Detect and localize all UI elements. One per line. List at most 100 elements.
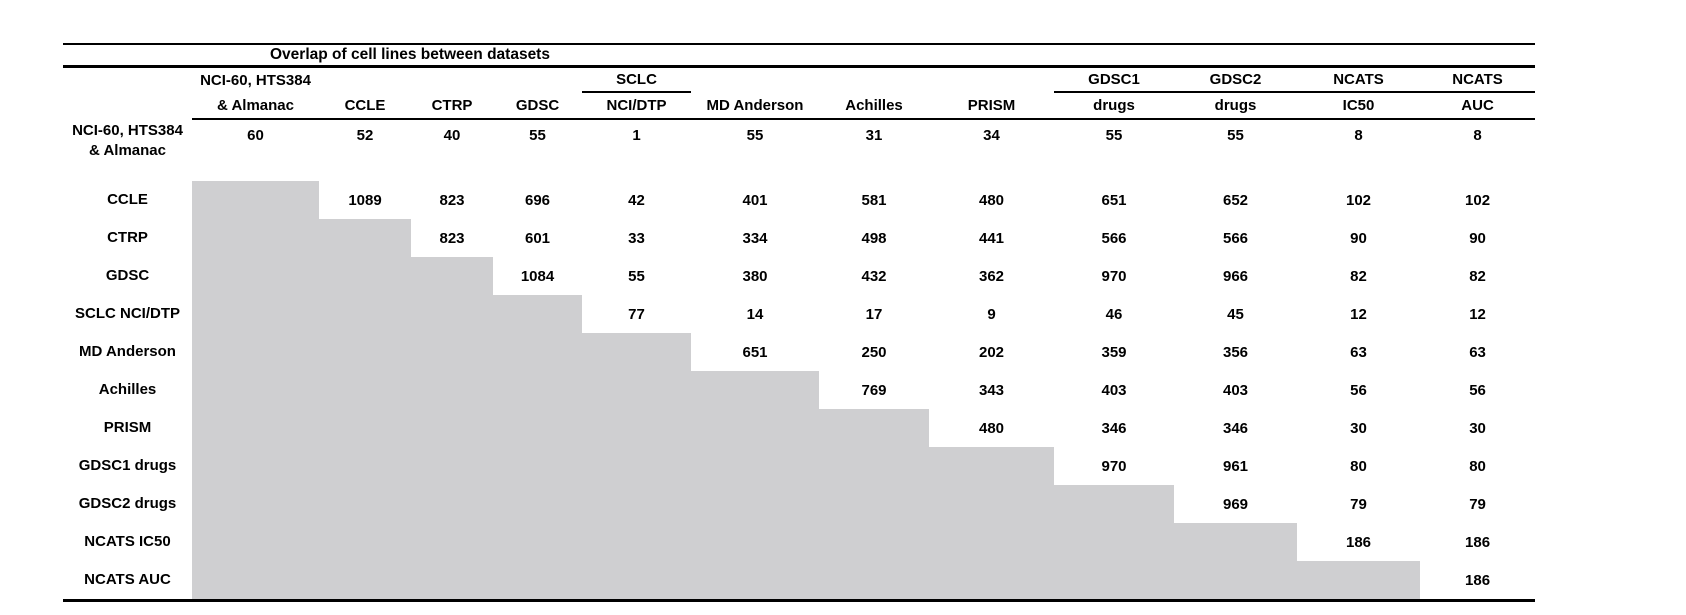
row-label: CCLE (63, 181, 192, 219)
overlap-value-cell: 82 (1469, 267, 1486, 285)
overlap-value-cell: 202 (978, 343, 1005, 361)
shaded-cell (582, 409, 691, 447)
overlap-value-cell: 46 (1105, 305, 1123, 323)
shaded-cell (929, 485, 1054, 523)
overlap-value-cell: 34 (983, 127, 1000, 144)
overlap-value-cell: 696 (524, 191, 551, 209)
overlap-value-cell: 969 (1222, 495, 1249, 513)
table-row: SCLC NCI/DTP 77 14 17 9 46 45 12 12 (63, 295, 1535, 333)
overlap-value-cell: 30 (1350, 419, 1367, 437)
title-row: Overlap of cell lines between datasets (63, 43, 1536, 68)
column-header-top: GDSC2 (1174, 66, 1297, 93)
overlap-value-cell: 651 (1101, 191, 1127, 209)
row-label-line: PRISM (103, 419, 152, 436)
overlap-value-cell: 55 (628, 267, 645, 285)
table-body: NCI-60, HTS384 & Almanac 60 52 40 55 1 55 31 34 55… (63, 119, 1536, 602)
shaded-cell (411, 257, 493, 295)
shaded-cell (493, 485, 582, 523)
row-label: PRISM (63, 409, 192, 447)
overlap-value-cell: 79 (1350, 495, 1367, 513)
column-header: drugs (1054, 92, 1174, 120)
overlap-value-cell: 356 (1222, 343, 1249, 361)
shaded-cell (493, 447, 582, 485)
overlap-value-cell: 652 (1222, 191, 1249, 209)
row-label: CTRP (63, 219, 192, 257)
column-header: Achilles (819, 92, 929, 120)
overlap-value-cell: 55 (1105, 127, 1123, 144)
overlap-value-cell: 346 (1222, 419, 1249, 437)
overlap-value-cell: 343 (978, 381, 1005, 399)
overlap-value-cell: 12 (1350, 305, 1367, 323)
shaded-cell (691, 371, 819, 409)
row-label-line: & Almanac (89, 142, 166, 159)
row-label: NCATS AUC (63, 561, 192, 602)
row-label: GDSC2 drugs (63, 485, 192, 523)
shaded-cell (192, 485, 319, 523)
shaded-cell (929, 523, 1054, 561)
overlap-value-cell: 566 (1101, 229, 1127, 247)
column-header-row-top: NCI-60, HTS384 SCLC GDSC1 GDSC2 NCATS NCATS (63, 66, 1536, 93)
overlap-value-cell: 8 (1354, 127, 1363, 144)
shaded-cell (411, 447, 493, 485)
overlap-value-cell: 45 (1227, 305, 1244, 323)
row-label: GDSC (63, 257, 192, 295)
column-header-top: NCI-60, HTS384 (200, 71, 311, 89)
row-label: NCI-60, HTS384 & Almanac (63, 119, 192, 181)
shaded-cell (411, 561, 493, 602)
shaded-cell (582, 371, 691, 409)
overlap-value-cell: 56 (1469, 381, 1486, 399)
row-label-column-spacer (63, 67, 192, 93)
shaded-cell (192, 181, 319, 219)
shaded-cell (1174, 523, 1297, 561)
overlap-figure: Overlap of cell lines between datasets N… (63, 43, 1536, 602)
row-label-line: GDSC2 drugs (78, 495, 177, 512)
overlap-table: Overlap of cell lines between datasets N… (63, 43, 1536, 602)
shaded-cell (192, 447, 319, 485)
overlap-value-cell: 33 (628, 229, 645, 247)
shaded-cell (691, 485, 819, 523)
row-label-line: Achilles (98, 381, 157, 398)
shaded-cell (582, 523, 691, 561)
overlap-value-cell: 17 (865, 305, 883, 323)
shaded-cell (1297, 561, 1420, 602)
shaded-cell (411, 485, 493, 523)
shaded-cell (493, 561, 582, 602)
overlap-value-cell: 403 (1222, 381, 1249, 399)
shaded-cell (319, 371, 411, 409)
overlap-value-cell: 966 (1222, 267, 1249, 285)
row-label-line: GDSC1 drugs (78, 457, 177, 474)
shaded-cell (929, 561, 1054, 602)
shaded-cell (411, 333, 493, 371)
overlap-value-cell: 651 (742, 343, 768, 361)
column-header: CTRP (411, 92, 493, 120)
overlap-value-cell: 380 (742, 267, 768, 285)
column-header: AUC (1420, 92, 1536, 120)
overlap-value-cell: 401 (742, 191, 768, 209)
shaded-cell (493, 409, 582, 447)
shaded-cell (319, 523, 411, 561)
table-row: NCATS AUC 186 (63, 561, 1536, 602)
overlap-value-cell: 60 (247, 127, 264, 144)
shaded-cell (192, 409, 319, 447)
row-label: SCLC NCI/DTP (63, 295, 192, 333)
overlap-value-cell: 498 (861, 229, 887, 247)
shaded-cell (192, 523, 319, 561)
overlap-value-cell: 55 (1227, 127, 1244, 144)
overlap-value-cell: 102 (1345, 191, 1372, 209)
overlap-value-cell: 250 (861, 343, 887, 361)
table-row: CTRP 823 601 33 334 498 441 566 566 90 90 (63, 219, 1535, 257)
table-row: MD Anderson 651 250 202 359 356 63 63 (63, 333, 1535, 371)
overlap-value-cell: 480 (978, 191, 1005, 209)
shaded-cell (1054, 485, 1174, 523)
row-label: MD Anderson (63, 333, 192, 371)
overlap-value-cell: 186 (1420, 561, 1536, 602)
shaded-cell (819, 485, 929, 523)
column-header: MD Anderson (691, 92, 819, 120)
overlap-value-cell: 346 (1101, 419, 1127, 437)
shaded-cell (192, 561, 319, 602)
shaded-cell (819, 409, 929, 447)
shaded-cell (411, 523, 493, 561)
shaded-cell (319, 561, 411, 602)
table-title: Overlap of cell lines between datasets (270, 46, 550, 63)
overlap-value-cell: 1 (632, 127, 641, 144)
